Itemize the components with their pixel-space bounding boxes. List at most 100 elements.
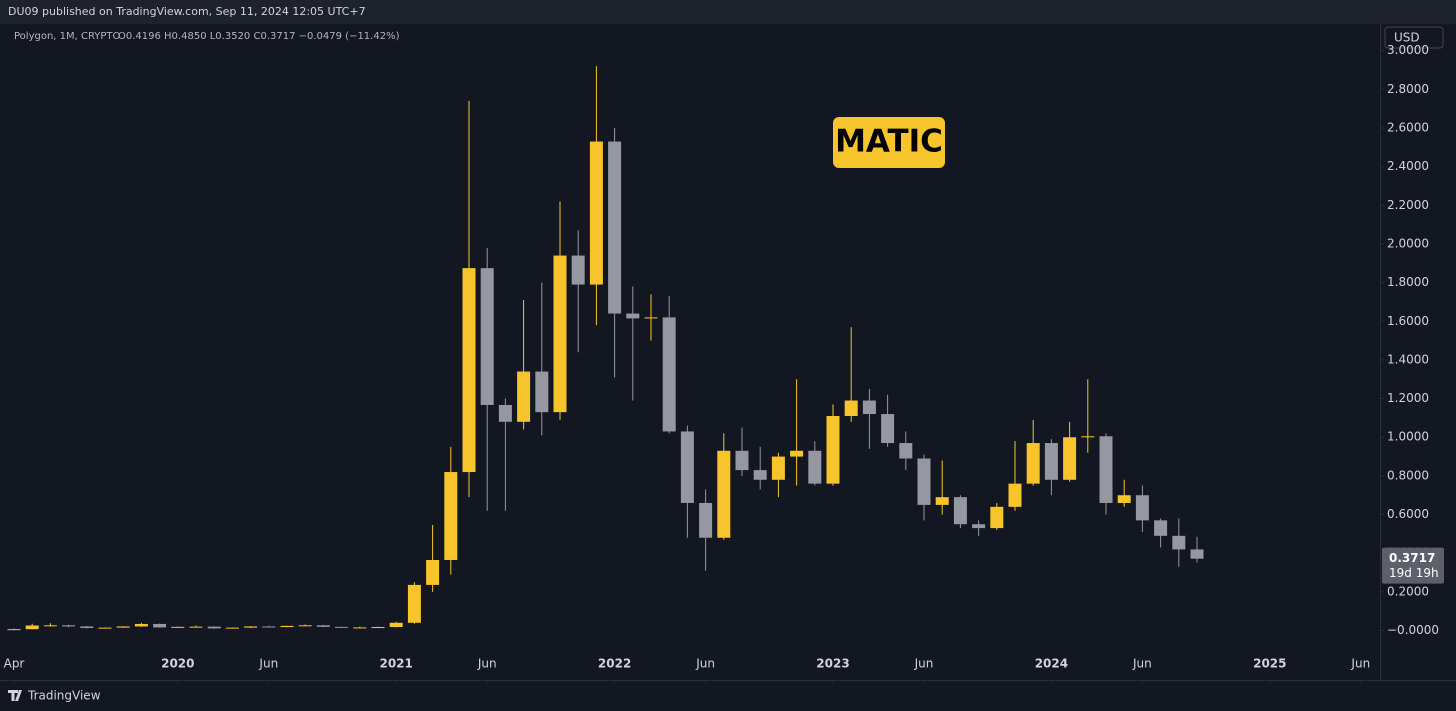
- symbol-info: Polygon, 1M, CRYPTO: [14, 31, 121, 42]
- header-text: DU09 published on TradingView.com, Sep 1…: [8, 5, 366, 18]
- y-tick-label: 2.0000: [1387, 236, 1429, 250]
- candle-body: [917, 458, 931, 505]
- candle-body: [116, 626, 130, 628]
- candle-body: [407, 584, 421, 623]
- candle-body: [1044, 443, 1058, 480]
- candle-body: [881, 414, 895, 444]
- candle-body: [589, 141, 603, 285]
- x-tick-label: Jun: [1132, 657, 1152, 671]
- candle-body: [171, 626, 185, 628]
- currency[interactable]: USD: [1394, 31, 1420, 45]
- candle-body: [244, 626, 258, 628]
- candle-body: [207, 626, 221, 629]
- candle-body: [298, 625, 312, 627]
- candle-body: [972, 524, 986, 529]
- candle-body: [62, 625, 76, 627]
- y-tick-label: 0.8000: [1387, 468, 1429, 482]
- y-tick-label: 1.4000: [1387, 352, 1429, 366]
- x-tick-label: Jun: [258, 657, 278, 671]
- x-tick-label: 2022: [598, 657, 631, 671]
- y-tick-label: 2.6000: [1387, 121, 1429, 135]
- x-tick-label: 2021: [379, 657, 412, 671]
- y-tick-label: −0.0000: [1387, 623, 1439, 637]
- candle-body: [80, 626, 94, 629]
- last-price-label: 0.3717: [1389, 551, 1435, 565]
- candle-body: [699, 502, 713, 538]
- candle-body: [935, 497, 949, 505]
- candle-body: [735, 450, 749, 471]
- x-tick-label: Jun: [477, 657, 497, 671]
- candle-body: [1117, 495, 1131, 503]
- candle-body: [644, 317, 658, 319]
- candle-body: [517, 371, 531, 422]
- y-tick-label: 1.8000: [1387, 275, 1429, 289]
- x-tick-label: 2025: [1253, 657, 1286, 671]
- candle-body: [662, 317, 676, 432]
- header-bar: [0, 0, 1456, 24]
- candle-body: [753, 470, 767, 480]
- y-tick-label: 1.2000: [1387, 391, 1429, 405]
- x-tick-label: Apr: [4, 657, 25, 671]
- plot: [7, 66, 1204, 631]
- candle-body: [899, 443, 913, 459]
- candle-body: [1190, 549, 1204, 559]
- x-tick-label: 2023: [816, 657, 849, 671]
- candle-body: [7, 629, 21, 631]
- candle-body: [1172, 535, 1186, 550]
- y-tick-label: 2.4000: [1387, 159, 1429, 173]
- footer-brand: TradingView: [27, 689, 101, 703]
- candle-body: [1063, 437, 1077, 480]
- candle-body: [553, 255, 567, 413]
- candle-body: [25, 625, 39, 630]
- y-tick-label: 3.0000: [1387, 43, 1429, 57]
- candle-body: [1081, 436, 1095, 438]
- x-tick-label: Jun: [695, 657, 715, 671]
- candle-body: [262, 626, 276, 628]
- candle-body: [389, 622, 403, 628]
- candle-body: [953, 497, 967, 525]
- currency-box[interactable]: [1384, 26, 1444, 49]
- candle-body: [844, 400, 858, 416]
- candle-body: [771, 456, 785, 480]
- x-tick-label: 2024: [1035, 657, 1068, 671]
- candle-body: [680, 431, 694, 503]
- ohlc-legend: O0.4196 H0.4850 L0.3520 C0.3717 −0.0479 …: [118, 31, 400, 42]
- candle-body: [498, 404, 512, 422]
- candle-body: [316, 625, 330, 627]
- x-tick-label: Jun: [914, 657, 934, 671]
- candle-body: [1154, 520, 1168, 536]
- candle-body: [571, 255, 585, 285]
- y-tick-label: 0.6000: [1387, 507, 1429, 521]
- y-tick-label: 2.2000: [1387, 198, 1429, 212]
- footer-logo: [8, 690, 22, 701]
- candle-body: [790, 450, 804, 457]
- candle-body: [717, 450, 731, 538]
- candle-body: [280, 625, 294, 628]
- candle-body: [1135, 495, 1149, 521]
- candle-body: [808, 450, 822, 484]
- annotation: MATIC: [835, 124, 943, 160]
- countdown: 19d 19h: [1389, 566, 1439, 580]
- y-tick-label: 2.8000: [1387, 82, 1429, 96]
- candle-body: [371, 627, 385, 629]
- candle-body: [335, 626, 349, 628]
- x-tick-label: Jun: [1350, 657, 1370, 671]
- candle-body: [353, 627, 367, 629]
- candle-body: [1026, 443, 1040, 484]
- candle-body: [444, 472, 458, 560]
- y-tick-label: 1.6000: [1387, 314, 1429, 328]
- candle-body: [98, 627, 112, 629]
- candle-body: [626, 313, 640, 319]
- candle-body: [153, 623, 167, 628]
- y-tick-label: 1.0000: [1387, 430, 1429, 444]
- candle-body: [480, 268, 494, 405]
- candle-body: [426, 559, 440, 585]
- candle-body: [990, 506, 1004, 529]
- y-tick-label: 0.2000: [1387, 584, 1429, 598]
- last-price-box: [1382, 547, 1444, 584]
- candle-body: [862, 400, 876, 415]
- candle-body: [43, 625, 57, 627]
